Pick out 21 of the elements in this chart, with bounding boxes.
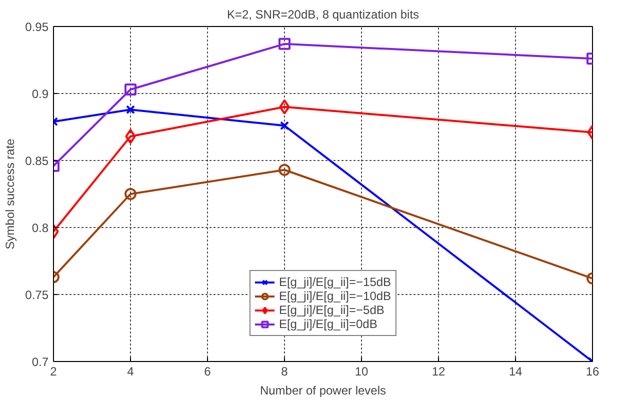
x-tick-label: 16 [586,364,600,378]
y-tick-label: 0.8 [32,221,49,235]
y-tick-label: 0.95 [25,20,49,34]
legend-label: E[g_ji]/E[g_ii]=−5dB [278,303,384,317]
x-tick-label: 8 [281,364,288,378]
y-axis-title: Symbol success rate [3,138,18,250]
y-tick-label: 0.75 [25,288,49,302]
y-tick-label: 0.7 [32,355,49,369]
x-axis-title: Number of power levels [260,384,386,398]
y-tick-label: 0.85 [25,154,49,168]
legend-label: E[g_ji]/E[g_ii]=0dB [278,317,378,331]
y-tick-label: 0.9 [32,87,49,101]
legend-label: E[g_ji]/E[g_ii]=−15dB [278,275,392,289]
x-tick-label: 12 [432,364,446,378]
x-tick-label: 2 [50,364,58,378]
x-tick-label: 10 [354,364,368,378]
x-tick-label: 4 [127,364,134,378]
x-tick-label: 6 [204,364,212,378]
chart-title: K=2, SNR=20dB, 8 quantization bits [226,8,420,22]
legend-label: E[g_ji]/E[g_ii]=−10dB [278,289,392,303]
x-tick-label: 14 [508,364,522,378]
